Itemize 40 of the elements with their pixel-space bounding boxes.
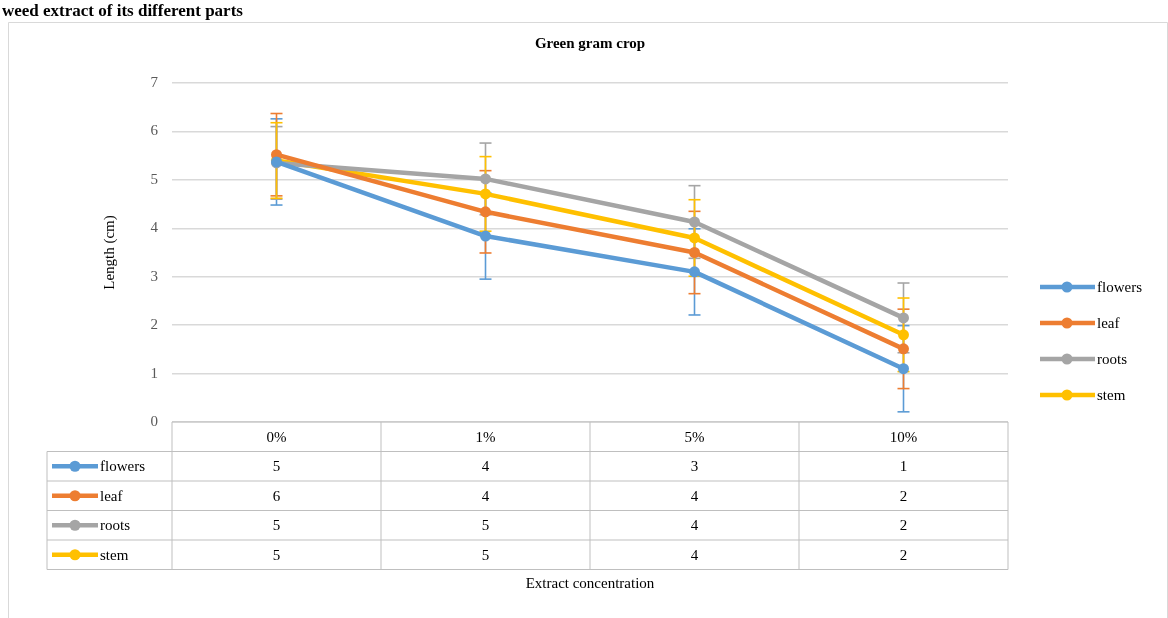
data-label: 4 bbox=[481, 458, 490, 475]
data-label: 4 bbox=[690, 487, 699, 504]
data-label: 4 bbox=[481, 487, 490, 504]
data-label: 1 bbox=[899, 458, 908, 475]
data-label: 5 bbox=[272, 517, 281, 534]
x-tick-label: 5% bbox=[684, 428, 705, 445]
y-axis-title: Length (cm) bbox=[100, 215, 118, 290]
y-tick-label: 5 bbox=[150, 170, 158, 187]
text: weed extract of its different parts bbox=[2, 1, 244, 20]
data-label: 4 bbox=[690, 517, 699, 534]
x-tick-label: 10% bbox=[889, 428, 918, 445]
data-label: 3 bbox=[690, 458, 699, 475]
data-label: 5 bbox=[272, 546, 281, 563]
data-label: 5 bbox=[481, 546, 490, 563]
text: flowers bbox=[1097, 278, 1142, 295]
data-label: 6 bbox=[272, 487, 281, 504]
y-tick-label: 4 bbox=[150, 219, 159, 236]
legend-label: roots bbox=[1097, 350, 1128, 367]
chart-title: Green gram crop bbox=[534, 34, 646, 51]
data-label: 5 bbox=[272, 458, 281, 475]
y-tick-label: 0 bbox=[150, 412, 158, 429]
legend-label: leaf bbox=[1097, 314, 1120, 331]
text: Extract concentration bbox=[525, 574, 655, 591]
data-label: 2 bbox=[899, 517, 908, 534]
data-label: 5 bbox=[481, 517, 490, 534]
y-tick-label: 3 bbox=[150, 267, 158, 284]
legend-label: stem bbox=[1097, 386, 1126, 403]
x-tick-label: 1% bbox=[475, 428, 496, 445]
legend-label: flowers bbox=[100, 458, 146, 475]
y-tick-label: 2 bbox=[150, 316, 158, 333]
text: leaf bbox=[100, 487, 123, 504]
text: stem bbox=[100, 546, 129, 563]
x-tick-label: 0% bbox=[266, 428, 287, 445]
y-tick-label: 6 bbox=[150, 122, 159, 139]
data-label: 4 bbox=[690, 546, 699, 563]
y-tick-label: 1 bbox=[150, 364, 158, 381]
y-tick-label: 7 bbox=[150, 73, 159, 90]
data-label: 2 bbox=[899, 487, 908, 504]
text: roots bbox=[100, 517, 130, 534]
data-label: 2 bbox=[899, 546, 908, 563]
